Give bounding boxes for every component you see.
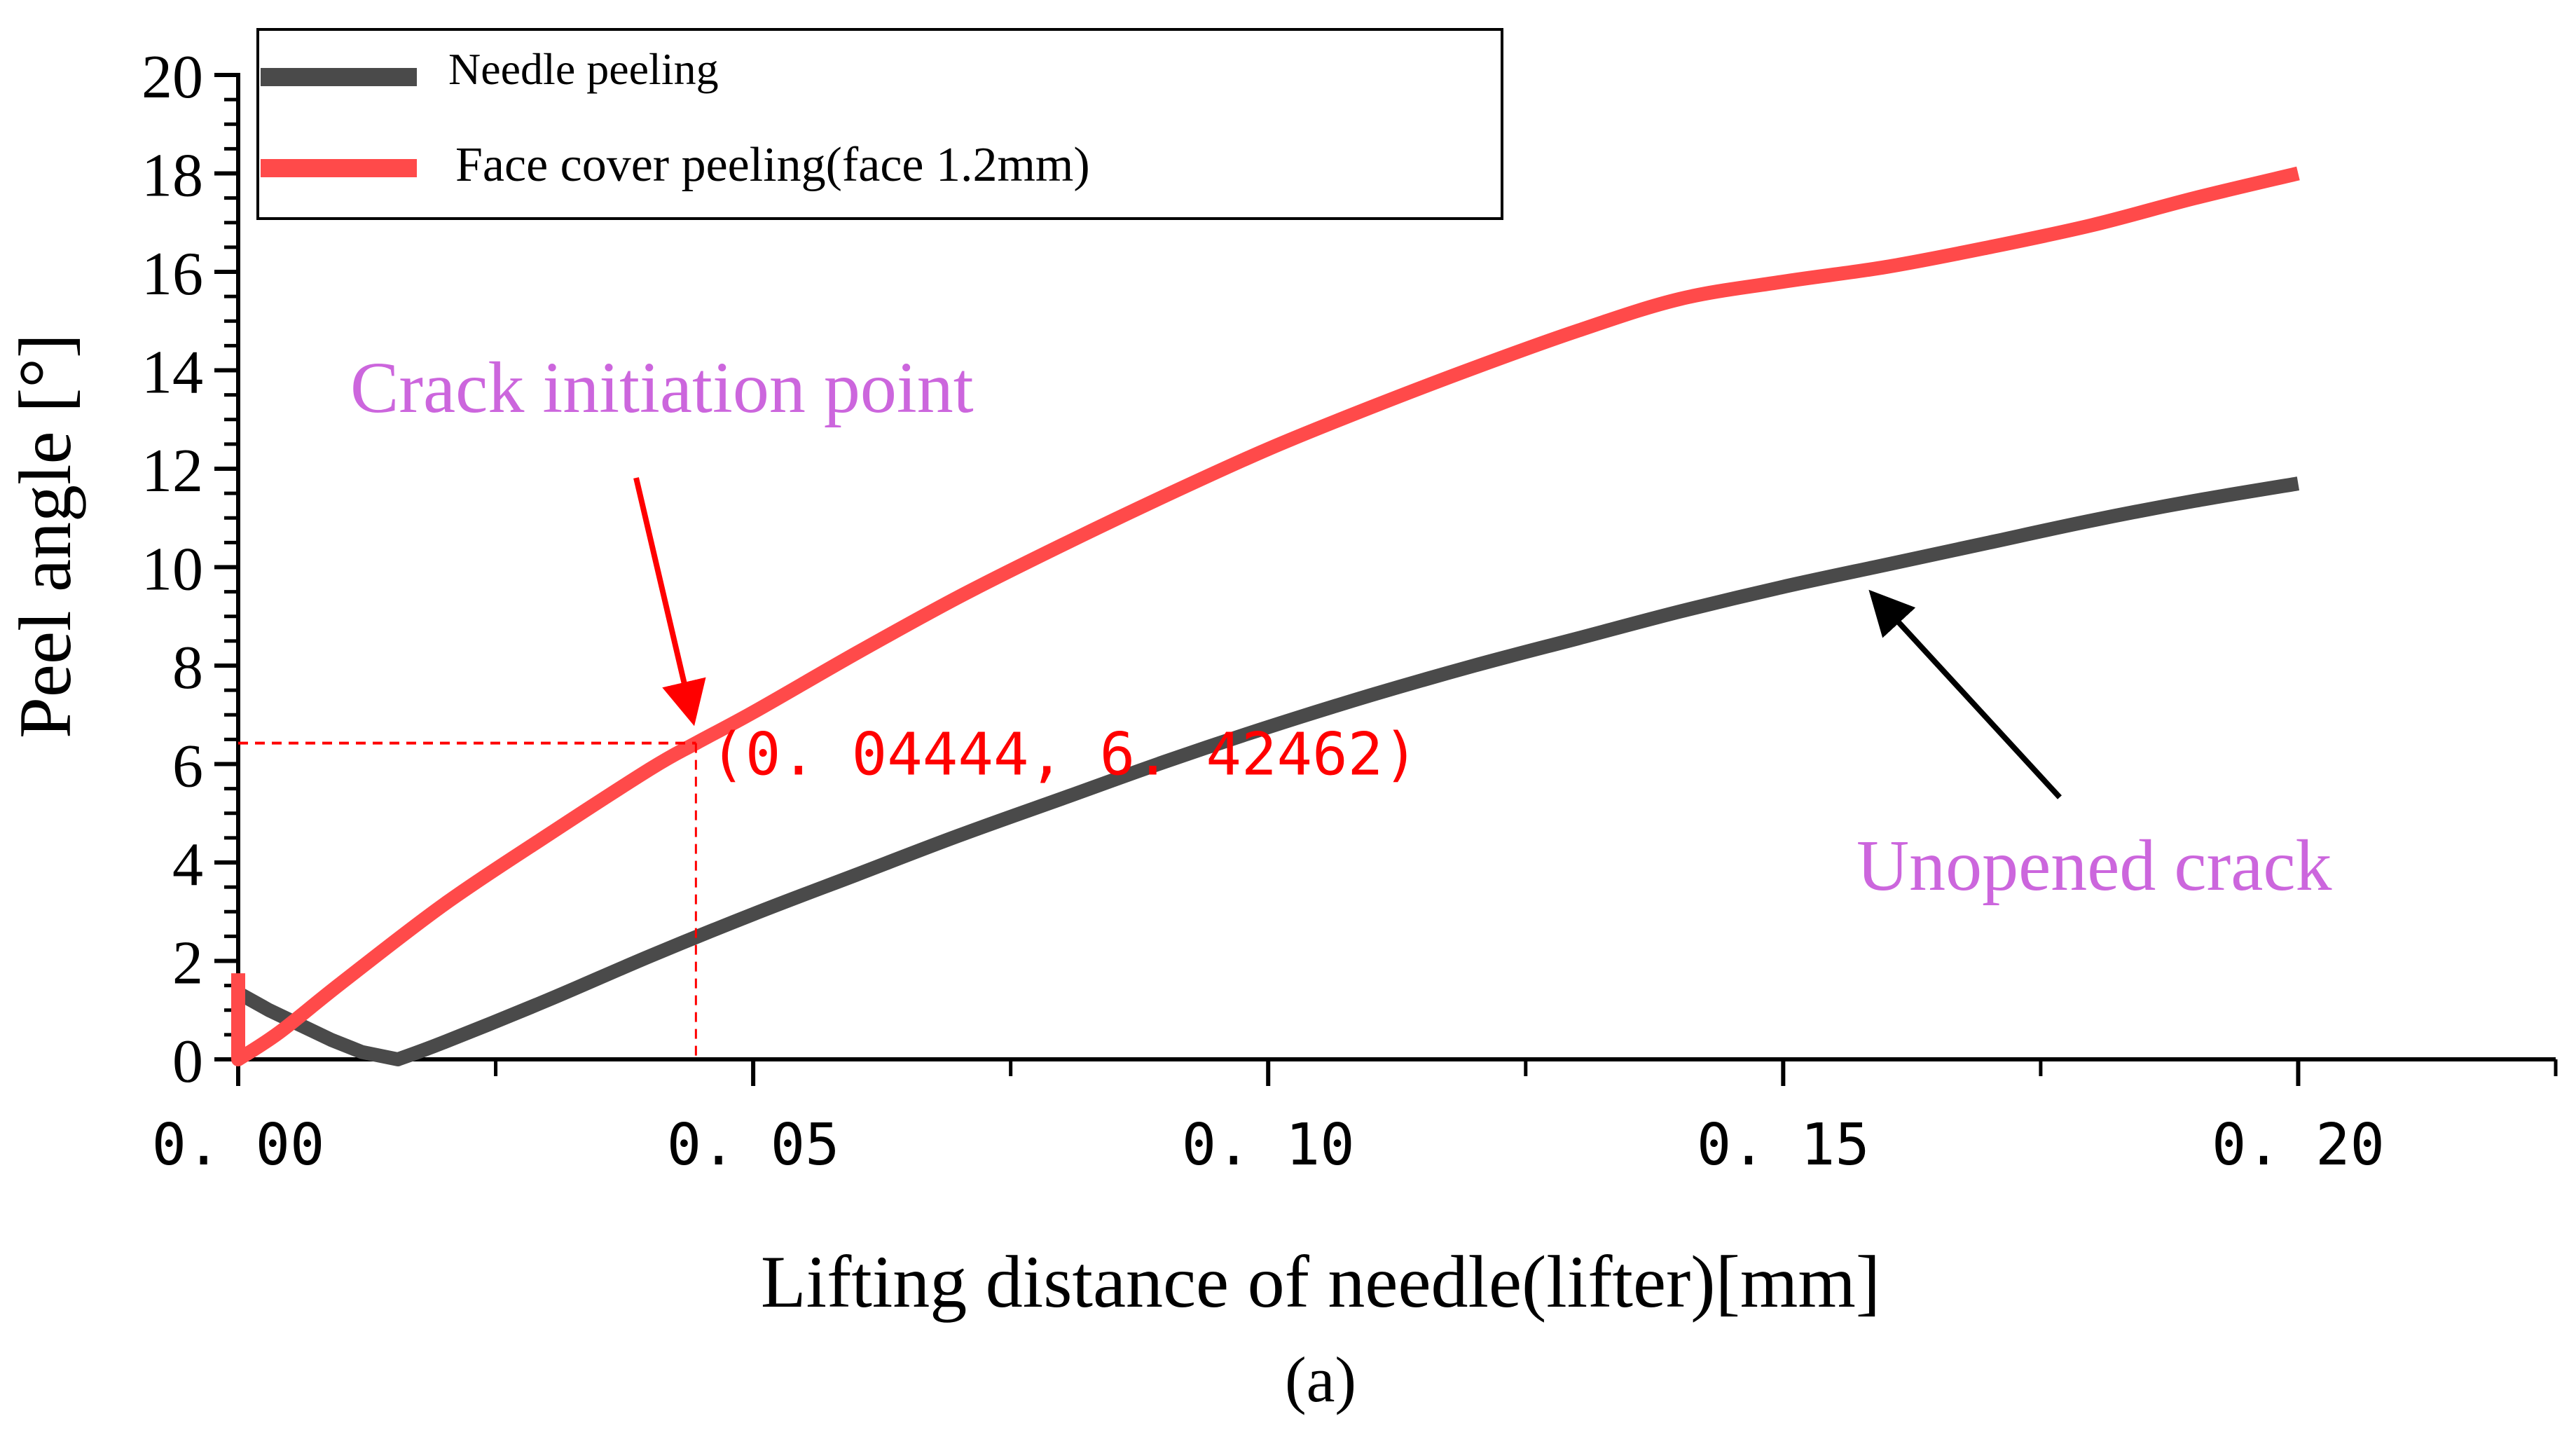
crack-initiation-arrow: [633, 477, 706, 727]
y-tick-label: 20: [142, 43, 203, 111]
crack-initiation-label: Crack initiation point: [350, 348, 974, 428]
annotations: (0. 04444, 6. 42462) Crack initiation po…: [238, 348, 2332, 1059]
y-tick-label: 0: [172, 1028, 203, 1096]
x-tick-label: 0. 10: [1182, 1112, 1355, 1178]
x-tick-label: 0. 20: [2212, 1112, 2385, 1178]
x-tick-label: 0. 15: [1697, 1112, 1870, 1178]
series-line-face-cover-peeling: [231, 166, 2300, 1066]
x-tick-label: 0. 00: [152, 1112, 325, 1178]
x-axis-ticks: 0. 00 0. 05 0. 10 0. 15 0. 20: [152, 1059, 2558, 1178]
y-tick-label: 10: [142, 536, 203, 604]
y-tick-label: 18: [142, 142, 203, 210]
unopened-crack-label: Unopened crack: [1857, 825, 2332, 906]
series-line-needle-peeling: [235, 476, 2300, 1066]
legend: Needle peeling Face cover peeling(face 1…: [256, 28, 1503, 220]
legend-label-needle-peeling: Needle peeling: [448, 44, 719, 94]
y-tick-label: 14: [142, 339, 203, 407]
legend-label-face-cover-peeling: Face cover peeling(face 1.2mm): [455, 138, 1090, 192]
y-tick-label: 4: [172, 831, 203, 899]
y-tick-label: 8: [172, 634, 203, 702]
series-group: [231, 166, 2300, 1066]
unopened-crack-arrow: [1868, 589, 2062, 799]
y-tick-label: 2: [172, 930, 203, 998]
figure-caption: (a): [1285, 1344, 1356, 1415]
x-tick-label: 0. 05: [667, 1112, 840, 1178]
crack-point-label: (0. 04444, 6. 42462): [710, 720, 1418, 789]
y-tick-label: 6: [172, 733, 203, 801]
y-tick-label: 16: [142, 240, 203, 308]
x-axis-label: Lifting distance of needle(lifter)[mm]: [761, 1241, 1880, 1323]
y-tick-label: 12: [142, 437, 203, 505]
y-axis-ticks: 0 2 4 6 8 10 12 14 16 18 20: [142, 43, 238, 1096]
legend-box: [256, 28, 1503, 220]
y-axis-label: Peel angle [°]: [4, 334, 86, 738]
